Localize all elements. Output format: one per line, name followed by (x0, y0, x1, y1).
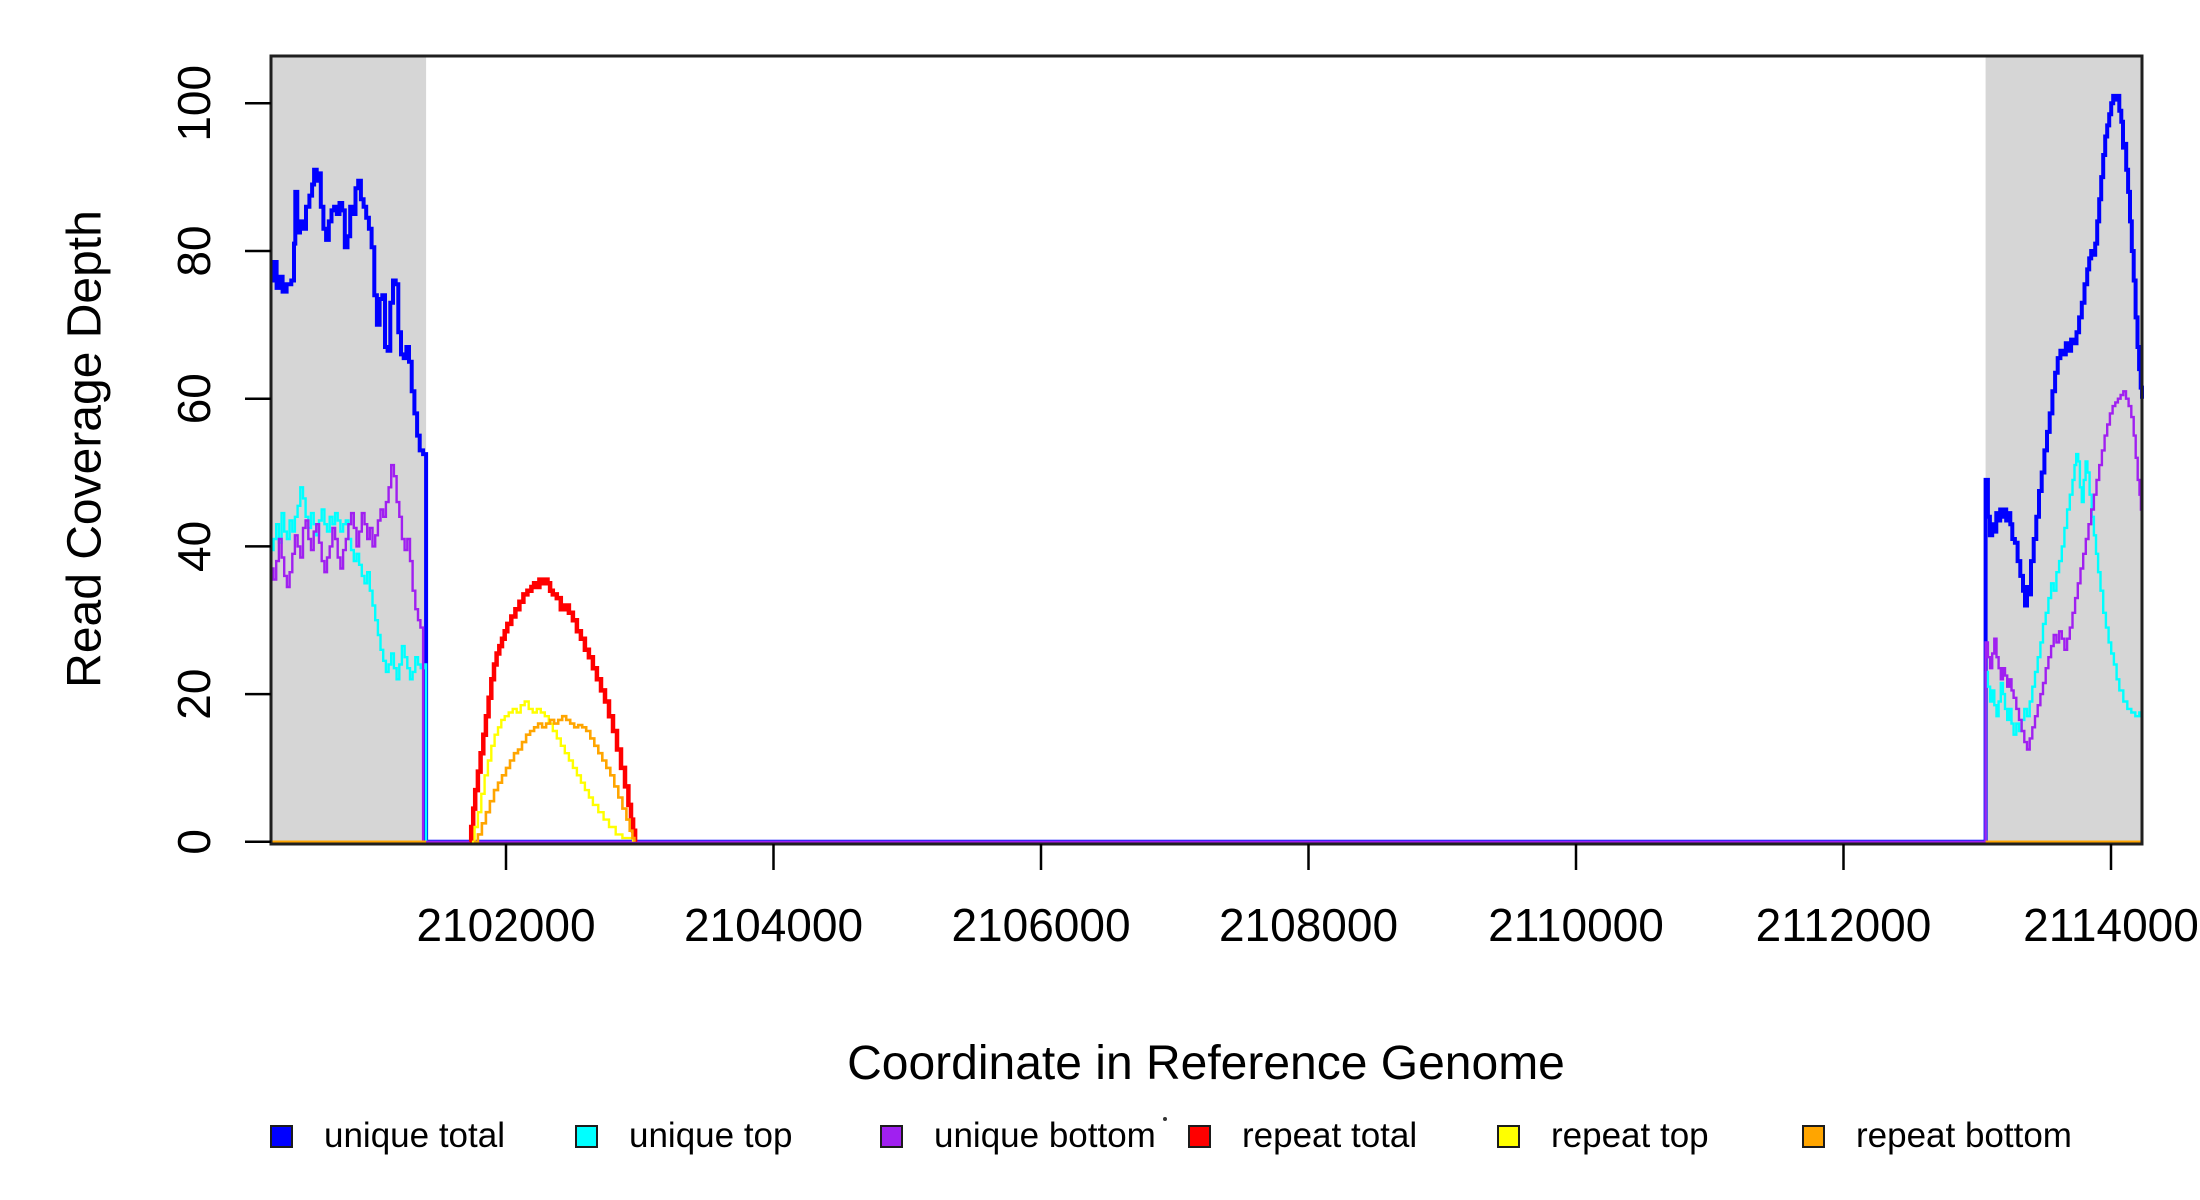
y-tick-label: 60 (168, 373, 220, 424)
legend-item-repeat-bottom: repeat bottom (1802, 1116, 2072, 1156)
legend-swatch-repeat-top (1497, 1124, 1520, 1148)
y-tick-label: 0 (168, 829, 220, 855)
series-unique-top (271, 452, 2144, 843)
legend-label: unique bottom (934, 1116, 1156, 1155)
legend-label: repeat total (1242, 1116, 1418, 1155)
x-axis-title: Coordinate in Reference Genome (847, 1037, 1565, 1090)
legend-label: unique top (629, 1116, 793, 1155)
x-tick-label: 2114000 (2023, 899, 2199, 951)
legend-item-unique-top: unique top (575, 1116, 792, 1156)
legend-swatch-unique-total (270, 1124, 293, 1148)
shaded-region-right (1985, 56, 2142, 844)
shaded-region-left (271, 56, 427, 844)
y-tick-label: 80 (168, 225, 220, 276)
x-tick-label: 2112000 (1756, 899, 1932, 951)
y-tick-label: 20 (168, 669, 220, 720)
x-tick-label: 2106000 (951, 899, 1130, 951)
x-tick-label: 2102000 (416, 899, 595, 951)
legend-swatch-unique-top (575, 1124, 598, 1148)
stray-dot (1163, 1117, 1167, 1121)
legend-item-unique-total: unique total (270, 1116, 505, 1156)
series-unique-bottom (271, 390, 2144, 843)
legend-item-repeat-top: repeat top (1497, 1116, 1709, 1156)
x-tick-label: 2108000 (1219, 899, 1398, 951)
legend-swatch-unique-bottom (880, 1124, 903, 1148)
legend-label: repeat bottom (1856, 1116, 2072, 1155)
legend-swatch-repeat-bottom (1802, 1124, 1825, 1148)
legend-label: unique total (324, 1116, 505, 1155)
series-repeat-top (471, 700, 635, 843)
legend-label: repeat top (1551, 1116, 1709, 1155)
series-repeat-total (468, 577, 638, 845)
legend-item-unique-bottom: unique bottom (880, 1116, 1156, 1156)
y-tick-label: 100 (168, 65, 220, 142)
series-repeat-bottom (473, 714, 636, 844)
x-tick-label: 2110000 (1488, 899, 1664, 951)
legend-swatch-repeat-total (1188, 1124, 1211, 1148)
legend-item-repeat-total: repeat total (1188, 1116, 1417, 1156)
plot-box (269, 54, 2144, 846)
y-tick-label: 40 (168, 521, 220, 572)
y-axis-title: Read Coverage Depth (58, 210, 112, 688)
series-unique-total (271, 93, 2144, 844)
x-tick-label: 2104000 (684, 899, 863, 951)
